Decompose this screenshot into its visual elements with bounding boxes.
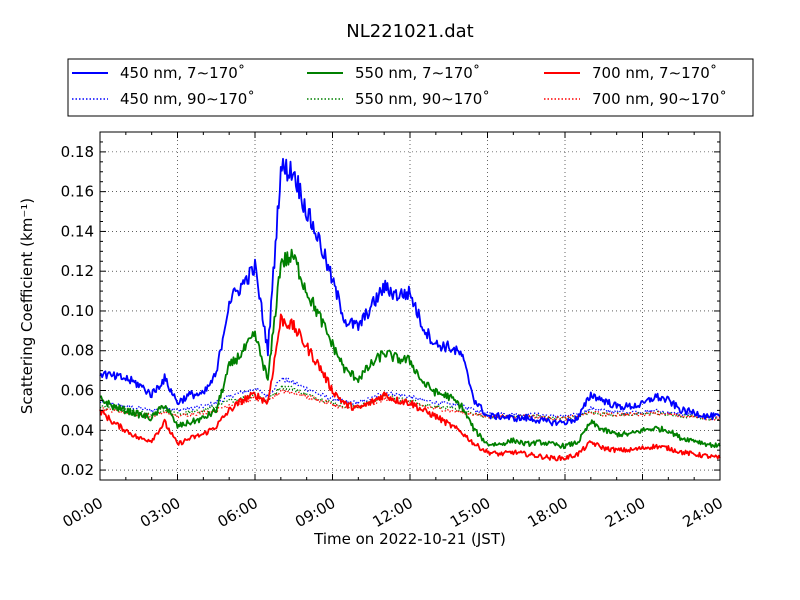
x-tick-label: 21:00: [602, 494, 648, 531]
series-line-1: [99, 376, 721, 419]
y-tick-label: 0.06: [61, 382, 94, 400]
legend-frame: [67, 58, 754, 117]
x-tick-label: 09:00: [292, 494, 338, 531]
grid: [100, 132, 720, 480]
y-tick-label: 0.08: [61, 342, 94, 360]
y-tick-label: 0.02: [61, 461, 94, 479]
chart-title: NL221021.dat: [346, 21, 473, 42]
x-axis-label: Time on 2022-10-21 (JST): [313, 530, 506, 548]
y-tick-label: 0.18: [61, 143, 94, 161]
legend-label-2: 550 nm, 7∼170˚: [355, 64, 480, 82]
series-line-5: [100, 389, 721, 421]
y-tick-label: 0.10: [61, 302, 94, 320]
x-tick-label: 06:00: [215, 494, 261, 531]
legend-label-0: 450 nm, 7∼170˚: [120, 64, 245, 82]
series-line-2: [99, 248, 721, 450]
y-tick-label: 0.04: [61, 421, 94, 439]
x-tick-label: 00:00: [60, 494, 106, 531]
series-lines: [99, 157, 721, 462]
y-tick-label: 0.12: [61, 262, 94, 280]
y-tick-label: 0.16: [61, 183, 94, 201]
x-tick-label: 15:00: [447, 494, 493, 531]
legend-label-4: 700 nm, 7∼170˚: [592, 64, 717, 82]
legend: 450 nm, 7∼170˚ 450 nm, 90∼170˚ 550 nm, 7∼1…: [67, 58, 754, 117]
legend-label-3: 550 nm, 90∼170˚: [355, 90, 490, 108]
x-tick-label: 18:00: [525, 494, 571, 531]
series-line-0: [99, 157, 721, 427]
legend-label-1: 450 nm, 90∼170˚: [120, 90, 255, 108]
x-tick-label: 03:00: [137, 494, 183, 531]
plot-background: [100, 132, 720, 480]
x-tick-label: 12:00: [370, 494, 416, 531]
y-tick-label: 0.14: [61, 222, 94, 240]
x-tick-label: 24:00: [680, 494, 726, 531]
legend-label-5: 700 nm, 90∼170˚: [592, 90, 727, 108]
series-line-4: [99, 313, 721, 462]
y-axis-label: Scattering Coefficient (km⁻¹): [18, 198, 36, 414]
